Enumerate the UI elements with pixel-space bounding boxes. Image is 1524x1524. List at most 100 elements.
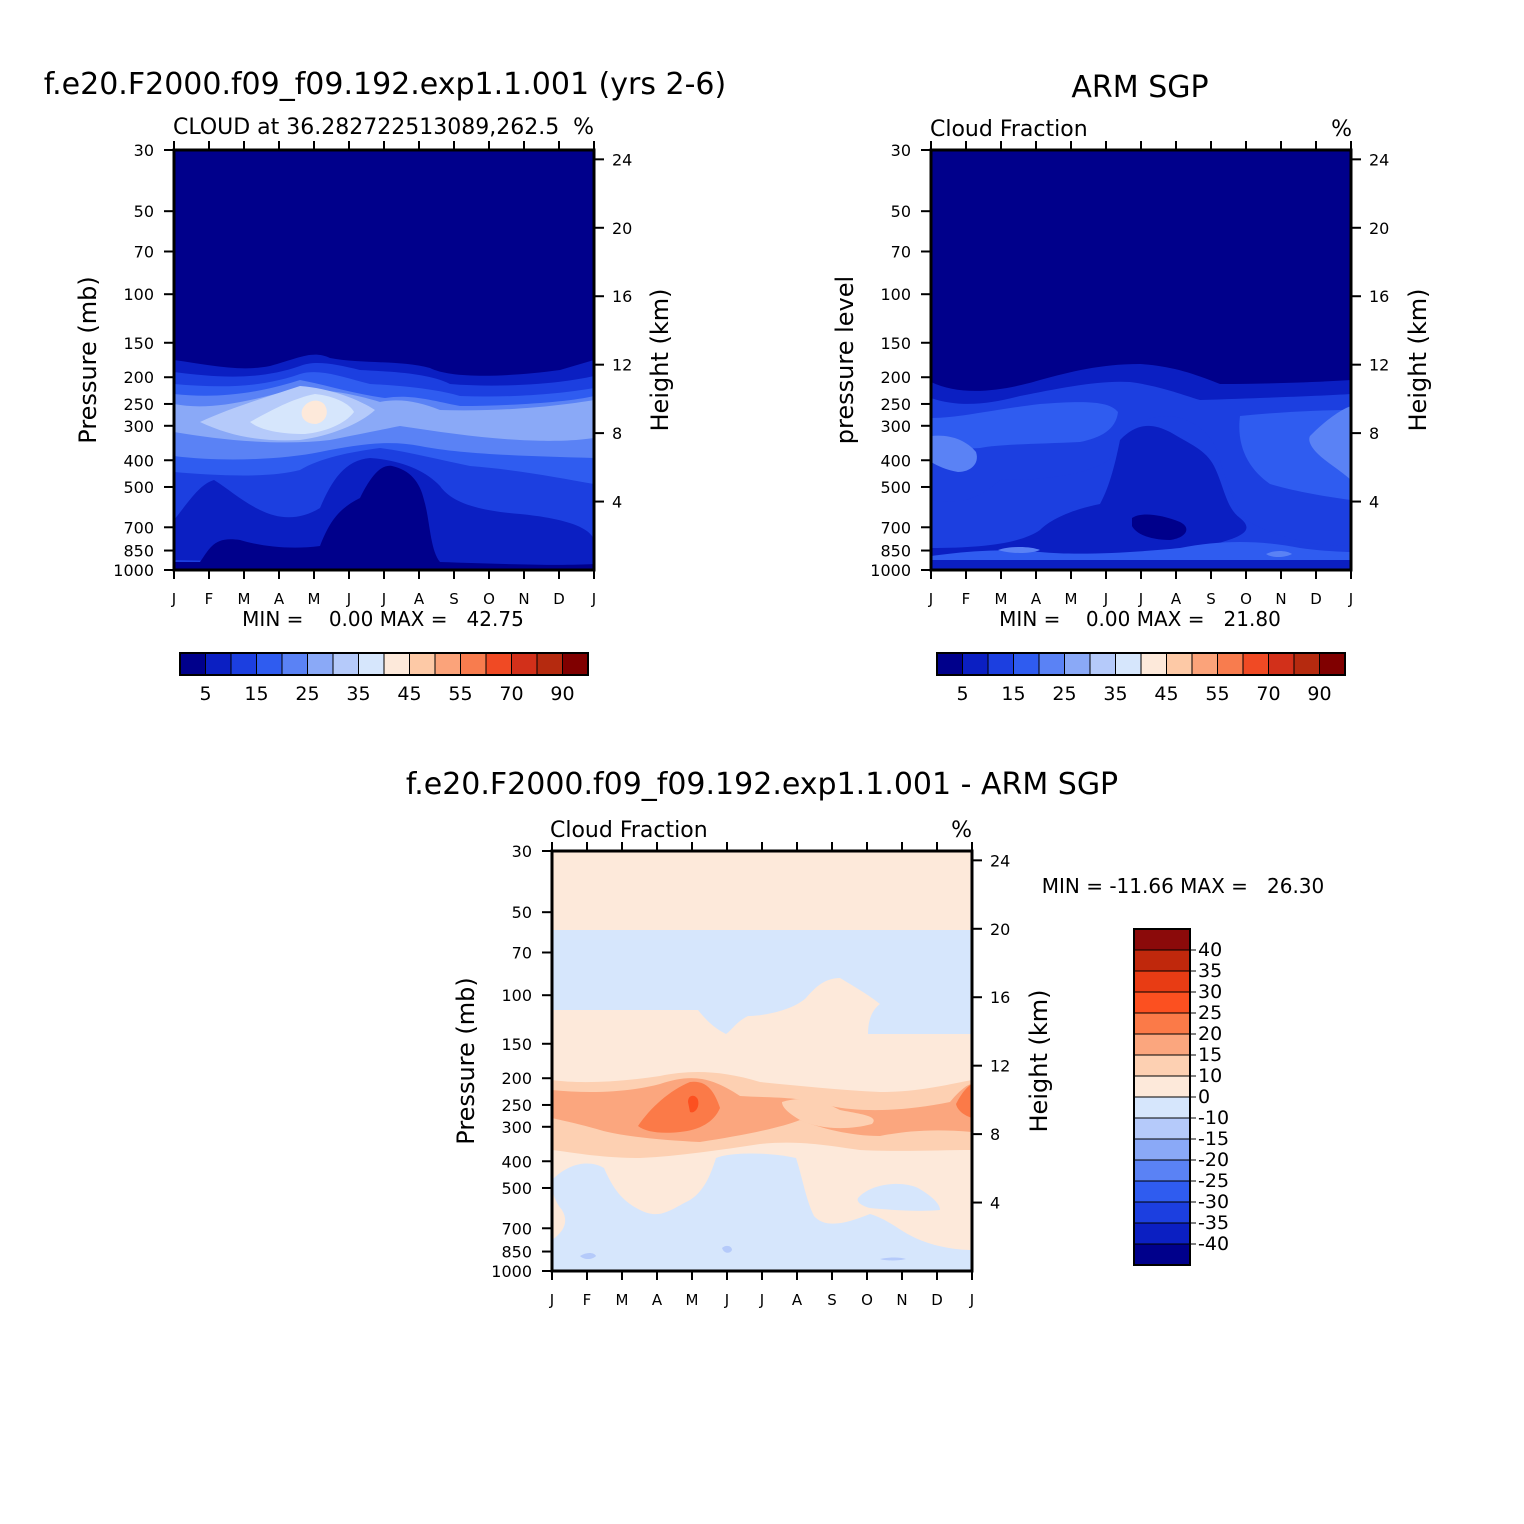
y2-tick-label: 24 <box>1369 150 1389 169</box>
panel3-suptitle: f.e20.F2000.f09_f09.192.exp1.1.001 - ARM… <box>406 767 1118 802</box>
colorbar-label: -15 <box>1198 1128 1229 1150</box>
x-tick-label: J <box>928 590 933 608</box>
panel2-colorbar: 5 15 25 35 45 55 70 90 <box>936 652 1346 705</box>
y-tick-label: 1000 <box>113 561 154 580</box>
y-tick-label: 70 <box>512 943 532 962</box>
y-tick-label: 250 <box>880 395 911 414</box>
colorbar-label: 0 <box>1198 1086 1210 1108</box>
x-tick-label: M <box>995 590 1008 608</box>
y-tick-label: 500 <box>501 1179 532 1198</box>
panel2-bottom-dark <box>931 560 1351 570</box>
colorbar-label: 5 <box>956 683 968 705</box>
x-tick-label: J <box>1103 590 1108 608</box>
y2-tick-label: 12 <box>990 1057 1010 1076</box>
colorbar-frame <box>179 652 589 676</box>
x-tick-label: O <box>1240 590 1252 608</box>
y2-tick-label: 12 <box>1369 356 1389 375</box>
y2-tick-label: 4 <box>990 1194 1000 1213</box>
panel2-contours <box>931 150 1351 570</box>
panel2-band-4a <box>931 435 977 472</box>
colorbar-swatch <box>485 652 512 676</box>
x-tick-label: F <box>583 1291 592 1309</box>
panel-model: f.e20.F2000.f09_f09.192.exp1.1.001 (yrs … <box>44 67 726 705</box>
y2-tick-label: 8 <box>990 1125 1000 1144</box>
panel2-band-4b <box>1309 406 1351 480</box>
colorbar-swatch <box>987 652 1014 676</box>
colorbar-swatch <box>1133 1096 1191 1119</box>
y-tick-label: 200 <box>123 368 154 387</box>
panel1-right-string: % <box>573 115 594 140</box>
colorbar-swatch <box>1217 652 1244 676</box>
panel3-neg-spot-2 <box>722 1245 732 1253</box>
colorbar-swatch <box>1133 1138 1191 1161</box>
y-tick-label: 500 <box>880 478 911 497</box>
panel3-band-25 <box>688 1095 699 1113</box>
x-tick-label: M <box>686 1291 699 1309</box>
panel3-ylabel: Pressure (mb) <box>452 977 480 1144</box>
y-tick-label: 850 <box>123 542 154 561</box>
panel2-minmax: MIN = 0.00 MAX = 21.80 <box>999 607 1281 631</box>
x-tick-label: J <box>591 590 596 608</box>
panel3-negative-upper <box>552 930 972 1034</box>
y-tick-label: 400 <box>123 451 154 470</box>
colorbar-swatch <box>1133 1117 1191 1140</box>
x-tick-label: J <box>724 1291 729 1309</box>
panel1-axes: J F M A M J J A S O N D J 30 50 70 100 150 200 250 300 400 500… <box>113 141 632 608</box>
y-tick-label: 250 <box>123 395 154 414</box>
x-tick-label: A <box>1171 590 1182 608</box>
x-tick-label: D <box>1310 590 1322 608</box>
colorbar-swatch <box>1133 1075 1191 1098</box>
y-tick-label: 100 <box>123 285 154 304</box>
colorbar-swatch <box>332 652 359 676</box>
y-tick-label: 1000 <box>491 1262 532 1281</box>
panel3-band-20-edge <box>956 1084 972 1118</box>
panel3-neg-spot-3 <box>880 1257 906 1261</box>
colorbar-swatch <box>256 652 283 676</box>
panel2-suptitle: ARM SGP <box>1071 70 1208 105</box>
colorbar-label: 25 <box>295 683 319 705</box>
colorbar-swatch <box>1038 652 1065 676</box>
colorbar-swatch <box>1133 1180 1191 1203</box>
y-tick-label: 30 <box>512 842 532 861</box>
panel3-band-20-right <box>782 1099 874 1129</box>
panel1-low-core <box>174 465 594 570</box>
panel3-band-20 <box>638 1081 720 1133</box>
y-tick-label: 250 <box>501 1096 532 1115</box>
panel2-right-string: % <box>1331 117 1352 142</box>
colorbar-swatch <box>383 652 410 676</box>
colorbar-label: 70 <box>1256 683 1280 705</box>
panel1-y2label: Height (km) <box>646 289 674 432</box>
x-tick-label: J <box>759 1291 764 1309</box>
panel2-surface-spot <box>998 547 1040 553</box>
colorbar-swatch <box>1089 652 1116 676</box>
colorbar-label: 35 <box>1198 960 1222 982</box>
x-tick-label: M <box>1065 590 1078 608</box>
y-tick-label: 1000 <box>870 561 911 580</box>
panel-difference: f.e20.F2000.f09_f09.192.exp1.1.001 - ARM… <box>406 767 1324 1309</box>
colorbar-label: 15 <box>244 683 268 705</box>
colorbar-swatch <box>1268 652 1295 676</box>
colorbar-swatch <box>562 652 589 676</box>
colorbar-swatch <box>1293 652 1320 676</box>
x-tick-label: A <box>652 1291 663 1309</box>
x-tick-label: F <box>962 590 971 608</box>
panel1-colorbar: 5 15 25 35 45 55 70 90 <box>179 652 589 705</box>
colorbar-swatch <box>1013 652 1040 676</box>
colorbar-label: -20 <box>1198 1149 1229 1171</box>
panel2-ylabel: pressure level <box>831 276 859 444</box>
colorbar-swatch <box>1115 652 1142 676</box>
panel2-core-dip <box>1132 514 1187 540</box>
y-tick-label: 400 <box>880 451 911 470</box>
x-tick-label: N <box>1275 590 1286 608</box>
colorbar-label: 35 <box>346 683 370 705</box>
panel3-minmax: MIN = -11.66 MAX = 26.30 <box>1042 874 1325 898</box>
panel1-suptitle: f.e20.F2000.f09_f09.192.exp1.1.001 (yrs … <box>44 67 726 102</box>
y2-tick-label: 20 <box>612 219 632 238</box>
x-tick-label: S <box>827 1291 837 1309</box>
panel3-contours <box>552 851 972 1271</box>
y-tick-label: 300 <box>501 1118 532 1137</box>
colorbar-label: 20 <box>1198 1023 1222 1045</box>
y-tick-label: 100 <box>501 986 532 1005</box>
panel1-left-string: CLOUD at 36.282722513089,262.5 <box>173 115 559 140</box>
